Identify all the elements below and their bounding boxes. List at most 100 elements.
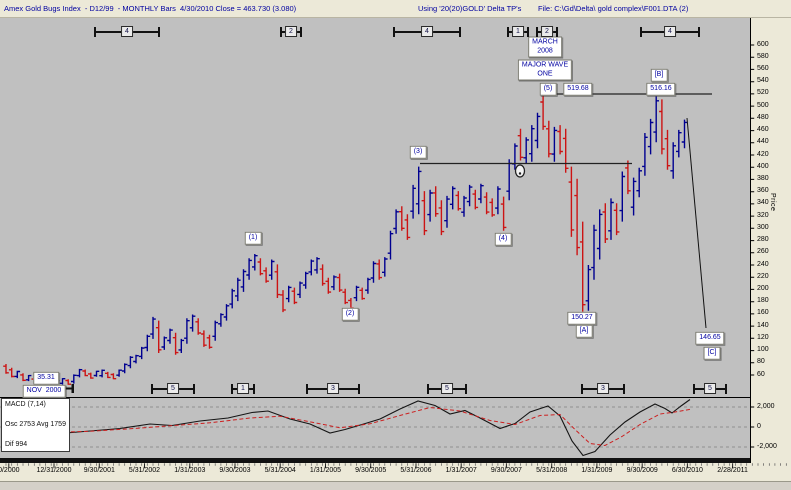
- price-tick-label: 440: [757, 138, 769, 146]
- delta-marker-5: 5: [151, 383, 195, 395]
- price-tick-label: 280: [757, 236, 769, 244]
- delta-marker-2: 2: [536, 26, 558, 38]
- panel-bottom-divider: [0, 458, 750, 463]
- wave-1-label: (1): [244, 231, 262, 245]
- marker-number-box: 5: [167, 383, 179, 394]
- marker-left-cap: [640, 27, 642, 37]
- marker-left-cap: [280, 27, 282, 37]
- marker-right-cap: [698, 27, 700, 37]
- date-tick-label: 1/31/2005: [309, 467, 342, 474]
- macd-tick-label: 2,000: [757, 402, 775, 410]
- price-tick-label: 600: [757, 40, 769, 48]
- price-tick-label: 160: [757, 309, 769, 317]
- date-tick-label: 9/30/2001: [83, 467, 115, 474]
- macd-osc-avg: Osc 2753 Avg 1759: [5, 421, 66, 428]
- delta-marker-4: 4: [94, 26, 160, 38]
- marker-number-box: 5: [704, 383, 716, 394]
- price-tick-label: 380: [757, 174, 769, 182]
- price-tick-label: 480: [757, 113, 769, 121]
- price-tick-label: 260: [757, 248, 769, 256]
- delta-tp-text: Using '20(20)GOLD' Delta TP's: [418, 4, 522, 13]
- macd-tick-label: -2,000: [757, 442, 777, 450]
- marker-number-box: 1: [512, 26, 524, 37]
- date-tick-label: 9/30/2003: [219, 467, 251, 474]
- price-tick-label: 360: [757, 187, 769, 195]
- price-tick-label: 560: [757, 64, 769, 72]
- price-tick-label: 80: [757, 358, 765, 366]
- marker-left-cap: [427, 384, 429, 394]
- price-tick-label: 300: [757, 223, 769, 231]
- marker-right-cap: [193, 384, 195, 394]
- march-2008-label: MARCH 2008: [528, 36, 562, 58]
- delta-marker-3: 3: [581, 383, 625, 395]
- price-tick-label: 580: [757, 52, 769, 60]
- date-tick-label: 9/30/2009: [626, 467, 658, 474]
- marker-right-cap: [459, 27, 461, 37]
- title-bar: Amex Gold Bugs Index - D12/99 - MONTHLY …: [0, 0, 791, 18]
- wave-B-label: [B]: [650, 68, 668, 82]
- low-35-label: 35.31: [33, 371, 59, 385]
- marker-number-box: 3: [597, 383, 609, 394]
- price-tick-label: 200: [757, 284, 769, 292]
- wave-4-label: (4): [494, 232, 512, 246]
- marker-right-cap: [465, 384, 467, 394]
- delta-marker-4: 4: [640, 26, 700, 38]
- price-tick-label: 460: [757, 126, 769, 134]
- date-tick-label: 1/31/2007: [445, 467, 477, 474]
- price-axis-title: Price: [769, 193, 776, 212]
- date-tick-label: 9/30/2007: [490, 467, 522, 474]
- marker-left-cap: [693, 384, 695, 394]
- price-tick-label: 420: [757, 150, 769, 158]
- price-tick-label: 320: [757, 211, 769, 219]
- marker-left-cap: [581, 384, 583, 394]
- wave-3-label: (3): [409, 145, 427, 159]
- date-tick-label: 5/31/2002: [128, 467, 161, 474]
- low-150-label: 150.27: [567, 311, 597, 325]
- wave-A-label: [A]: [575, 324, 593, 338]
- marker-number-box: 4: [664, 26, 676, 37]
- date-tick-label: 6/30/2010: [671, 467, 703, 474]
- date-tick-label: 5/31/2008: [536, 467, 568, 474]
- date-tick-label: 5/31/2006: [400, 467, 432, 474]
- date-tick-label: 1/31/2009: [581, 467, 613, 474]
- marker-left-cap: [393, 27, 395, 37]
- marker-number-box: 2: [541, 26, 553, 37]
- high-519-label: 519.68: [563, 82, 593, 96]
- marker-left-cap: [94, 27, 96, 37]
- macd-tick-label: 0: [757, 422, 761, 430]
- price-chart-panel: [0, 17, 750, 398]
- marker-number-box: 5: [441, 383, 453, 394]
- date-tick-label: 5/31/2004: [264, 467, 296, 474]
- delta-marker-2: 2: [280, 26, 302, 38]
- marker-left-cap: [231, 384, 233, 394]
- nov-2000-label: NOV 2000: [22, 384, 66, 398]
- file-path-text: File: C:\Gd\Delta\ gold complex\F001.DTA…: [538, 4, 689, 13]
- marker-right-cap: [556, 27, 558, 37]
- delta-marker-4: 4: [393, 26, 461, 38]
- price-tick-label: 220: [757, 272, 769, 280]
- price-tick-label: 60: [757, 370, 765, 378]
- target-146-label: 146.65: [695, 331, 725, 345]
- delta-marker-3: 3: [306, 383, 360, 395]
- major-wave-one-label: MAJOR WAVE ONE: [517, 59, 573, 81]
- high-516-label: 516.16: [646, 82, 676, 96]
- delta-marker-1: 1: [507, 26, 529, 38]
- delta-marker-5: 5: [693, 383, 727, 395]
- date-tick-label: 1/31/2003: [174, 467, 206, 474]
- price-tick-label: 400: [757, 162, 769, 170]
- marker-left-cap: [306, 384, 308, 394]
- marker-left-cap: [507, 27, 509, 37]
- price-tick-label: 520: [757, 89, 769, 97]
- date-tick-label: 12/31/2000: [36, 467, 72, 474]
- price-tick-label: 540: [757, 77, 769, 85]
- date-tick-label: 9/30/2005: [355, 467, 387, 474]
- price-tick-label: 340: [757, 199, 769, 207]
- marker-left-cap: [536, 27, 538, 37]
- price-tick-label: 180: [757, 297, 769, 305]
- macd-params: MACD (7,14): [5, 401, 46, 408]
- marker-right-cap: [253, 384, 255, 394]
- delta-marker-5: 5: [427, 383, 467, 395]
- wave-2-label: (2): [341, 307, 359, 321]
- marker-right-cap: [725, 384, 727, 394]
